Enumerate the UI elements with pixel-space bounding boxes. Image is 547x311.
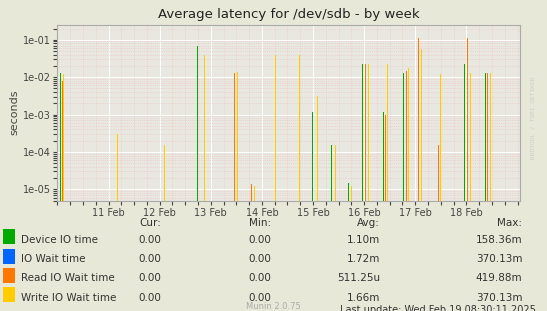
Bar [3, 268, 15, 283]
Text: Max:: Max: [497, 218, 522, 228]
Text: 0.00: 0.00 [248, 254, 271, 264]
Text: 1.72m: 1.72m [347, 254, 380, 264]
Text: IO Wait time: IO Wait time [21, 254, 86, 264]
Bar [315, 94, 316, 201]
Text: Avg:: Avg: [357, 218, 380, 228]
Bar [365, 64, 366, 201]
Text: Munin 2.0.75: Munin 2.0.75 [246, 302, 301, 311]
Bar [435, 145, 437, 201]
Bar [270, 183, 271, 201]
Bar [487, 73, 488, 201]
Text: 511.25u: 511.25u [337, 273, 380, 283]
Text: 419.88m: 419.88m [476, 273, 522, 283]
Bar [164, 145, 165, 201]
Bar [351, 186, 352, 201]
Bar [418, 38, 420, 201]
Text: 370.13m: 370.13m [476, 293, 522, 303]
Text: 0.00: 0.00 [248, 273, 271, 283]
Bar [63, 74, 64, 201]
Text: 370.13m: 370.13m [476, 254, 522, 264]
Bar [467, 38, 468, 201]
Bar [3, 230, 15, 244]
Bar [3, 249, 15, 264]
Bar [485, 73, 486, 201]
Bar [237, 72, 238, 201]
Bar [362, 64, 363, 201]
Text: 0.00: 0.00 [248, 235, 271, 245]
Bar [312, 112, 313, 201]
Text: 0.00: 0.00 [248, 293, 271, 303]
Bar [331, 145, 332, 201]
Text: RRDTOOL / TOBI OETIKER: RRDTOOL / TOBI OETIKER [531, 77, 536, 160]
Text: 0.00: 0.00 [138, 235, 161, 245]
Bar [387, 64, 388, 201]
Text: Device IO time: Device IO time [21, 235, 98, 245]
Bar [348, 183, 349, 201]
Text: Write IO Wait time: Write IO Wait time [21, 293, 117, 303]
Text: 158.36m: 158.36m [476, 235, 522, 245]
Text: Read IO Wait time: Read IO Wait time [21, 273, 115, 283]
Bar [203, 55, 205, 201]
Bar [403, 73, 404, 201]
Text: 0.00: 0.00 [138, 273, 161, 283]
Bar [3, 287, 15, 302]
Text: 0.00: 0.00 [138, 293, 161, 303]
Text: Cur:: Cur: [139, 218, 161, 228]
Bar [299, 55, 300, 201]
Bar [60, 73, 61, 201]
Bar [421, 49, 422, 201]
Text: Last update: Wed Feb 19 08:30:11 2025: Last update: Wed Feb 19 08:30:11 2025 [340, 305, 536, 311]
Bar [470, 73, 471, 201]
Text: Min:: Min: [249, 218, 271, 228]
Text: 1.66m: 1.66m [347, 293, 380, 303]
Bar [317, 96, 318, 201]
Text: 1.10m: 1.10m [347, 235, 380, 245]
Bar [197, 45, 199, 201]
Bar [383, 112, 384, 201]
Y-axis label: seconds: seconds [10, 90, 20, 136]
Bar [275, 55, 276, 201]
Bar [296, 97, 298, 201]
Bar [272, 37, 274, 201]
Bar [438, 145, 439, 201]
Bar [117, 134, 118, 201]
Text: 0.00: 0.00 [138, 254, 161, 264]
Title: Average latency for /dev/sdb - by week: Average latency for /dev/sdb - by week [158, 8, 420, 21]
Bar [368, 64, 369, 201]
Bar [490, 73, 491, 201]
Bar [385, 114, 386, 201]
Bar [251, 184, 252, 201]
Bar [464, 64, 465, 201]
